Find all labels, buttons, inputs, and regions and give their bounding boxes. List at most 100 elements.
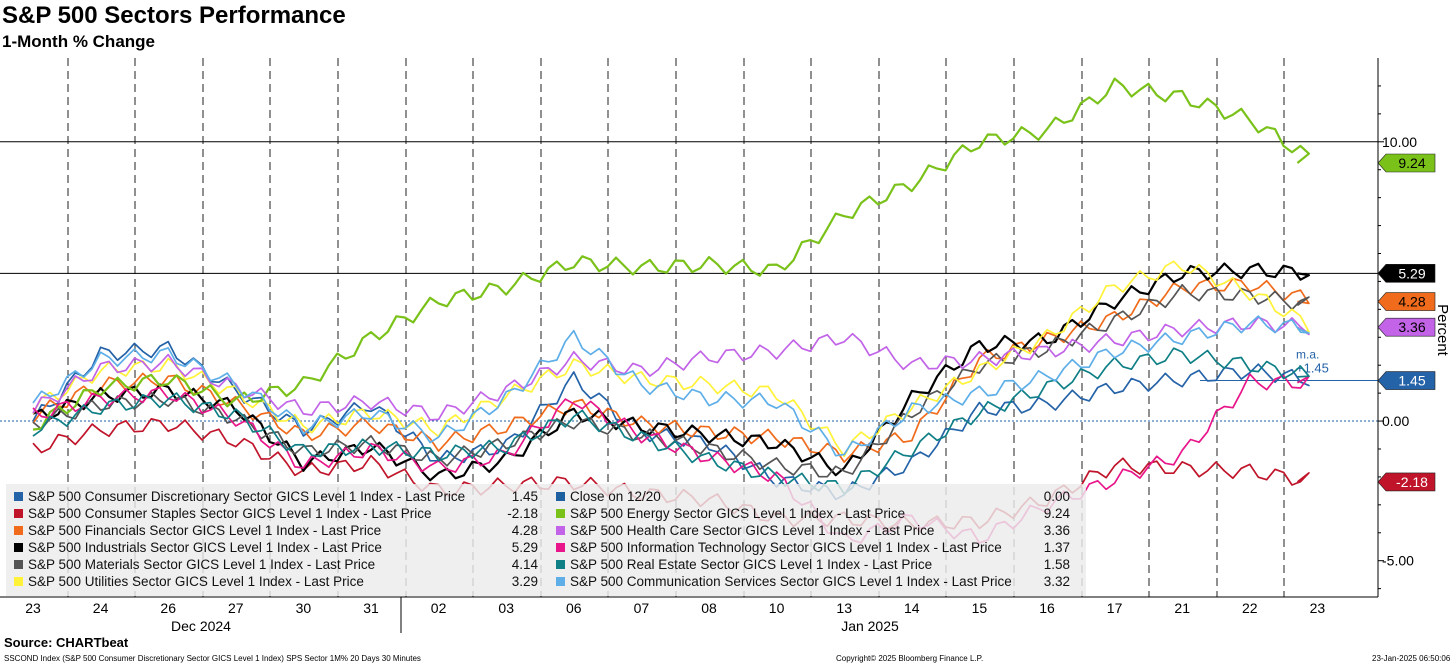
x-tick-label: 02 [431, 600, 447, 616]
x-tick-label: 16 [1039, 600, 1055, 616]
legend-swatch [556, 492, 565, 501]
x-tick-label: 30 [296, 600, 312, 616]
y-tick-label: 0.00 [1382, 413, 1409, 429]
legend-label: S&P 500 Utilities Sector GICS Level 1 In… [28, 574, 364, 589]
legend-label: S&P 500 Consumer Staples Sector GICS Lev… [28, 506, 432, 521]
legend-swatch [14, 492, 23, 501]
right-value-badge [1377, 472, 1436, 492]
right-value-badge [1377, 317, 1436, 337]
x-tick-label: 08 [701, 600, 717, 616]
x-tick-label: 21 [1174, 600, 1190, 616]
legend-label: S&P 500 Financials Sector GICS Level 1 I… [28, 523, 382, 538]
series-line [32, 262, 1310, 482]
chart-subtitle: 1-Month % Change [2, 32, 155, 51]
y-tick-label: -5.00 [1382, 553, 1414, 569]
y-axis-label: Percent [1434, 304, 1451, 357]
legend-swatch [556, 560, 565, 569]
footer-source: Source: CHARTbeat [4, 635, 129, 650]
legend-item: S&P 500 Consumer Discretionary Sector GI… [14, 488, 544, 505]
legend-item: S&P 500 Consumer Staples Sector GICS Lev… [14, 505, 544, 522]
axes: 10.00 0.00 -5.00 Percent 23 24 26 27 30 31 02 03 06 0… [0, 58, 1451, 634]
legend-label: S&P 500 Health Care Sector GICS Level 1 … [570, 523, 935, 538]
legend-item: S&P 500 Materials Sector GICS Level 1 In… [14, 556, 544, 573]
footer-copyright: Copyright© 2025 Bloomberg Finance L.P. [836, 654, 984, 663]
legend-value: 1.45 [511, 489, 538, 504]
x-tick-label: 27 [228, 600, 244, 616]
right-value-label: 1.45 [1398, 373, 1425, 389]
legend-value: 3.36 [1043, 523, 1070, 538]
legend-value: 0.00 [1043, 489, 1070, 504]
right-value-label: 3.36 [1398, 319, 1425, 335]
right-value-labels: 9.24 5.29 4.28 3.36 1.45 -2.18 [1377, 153, 1436, 492]
legend-label: S&P 500 Real Estate Sector GICS Level 1 … [570, 557, 933, 572]
right-value-label: -2.18 [1396, 474, 1428, 490]
legend-label: S&P 500 Information Technology Sector GI… [570, 540, 1002, 555]
footer-timestamp: 23-Jan-2025 06:50:06 [1372, 654, 1451, 663]
moving-average-value: +1.45 [1296, 361, 1329, 376]
legend-swatch [14, 577, 23, 586]
chart-title: S&P 500 Sectors Performance [2, 2, 346, 29]
legend-swatch [556, 526, 565, 535]
x-tick-label: 10 [769, 600, 785, 616]
x-tick-label: 24 [93, 600, 109, 616]
legend-label: S&P 500 Communication Services Sector GI… [570, 574, 1012, 589]
legend-value: 4.14 [511, 557, 538, 572]
legend-value: 4.28 [511, 523, 538, 538]
legend-item: S&P 500 Health Care Sector GICS Level 1 … [556, 522, 1076, 539]
reference-lines: m.a.+1.45 [0, 141, 1378, 422]
x-tick-label: 14 [904, 600, 920, 616]
legend-item: S&P 500 Information Technology Sector GI… [556, 539, 1076, 556]
x-tick-label: 31 [363, 600, 379, 616]
x-tick-label: 23 [25, 600, 41, 616]
legend-swatch [14, 543, 23, 552]
footer-series-info: SSCOND Index (S&P 500 Consumer Discretio… [4, 654, 421, 663]
legend-label: S&P 500 Consumer Discretionary Sector GI… [28, 489, 466, 504]
legend-item: Close on 12/20 0.00 [556, 488, 1076, 505]
legend-value: 5.29 [511, 540, 538, 555]
x-tick-label: 13 [836, 600, 852, 616]
x-tick-label: 07 [634, 600, 650, 616]
legend-swatch [14, 509, 23, 518]
series-line [32, 315, 1310, 457]
legend-item: S&P 500 Real Estate Sector GICS Level 1 … [556, 556, 1076, 573]
x-tick-label: 17 [1107, 600, 1123, 616]
right-value-badge [1377, 292, 1436, 311]
right-value-label: 5.29 [1398, 265, 1425, 281]
x-tick-label: 06 [566, 600, 582, 616]
legend-label: Close on 12/20 [570, 489, 661, 504]
x-tick-label: 15 [972, 600, 988, 616]
legend-swatch [556, 577, 565, 586]
month-label: Jan 2025 [841, 618, 899, 634]
series-line [32, 260, 1310, 458]
legend-swatch [14, 526, 23, 535]
legend-value: 9.24 [1043, 506, 1070, 521]
x-tick-label: 26 [160, 600, 176, 616]
legend-item: S&P 500 Financials Sector GICS Level 1 I… [14, 522, 544, 539]
legend-label: S&P 500 Materials Sector GICS Level 1 In… [28, 557, 376, 572]
legend-item: S&P 500 Communication Services Sector GI… [556, 573, 1076, 590]
legend-value: 1.37 [1043, 540, 1070, 555]
right-value-badge [1377, 153, 1436, 173]
legend: S&P 500 Consumer Discretionary Sector GI… [6, 484, 1086, 596]
legend-value: 3.32 [1043, 574, 1070, 589]
series-line [32, 277, 1310, 463]
legend-value: 3.29 [511, 574, 538, 589]
month-label: Dec 2024 [171, 618, 231, 634]
legend-swatch [14, 560, 23, 569]
legend-value: 1.58 [1043, 557, 1070, 572]
legend-item: S&P 500 Utilities Sector GICS Level 1 In… [14, 573, 544, 590]
series-lines [32, 77, 1310, 544]
x-tick-label: 03 [498, 600, 514, 616]
legend-swatch [556, 509, 565, 518]
moving-average-label: m.a. [1296, 348, 1319, 362]
x-tick-label: 22 [1242, 600, 1258, 616]
series-line [32, 340, 1310, 501]
legend-label: S&P 500 Industrials Sector GICS Level 1 … [28, 540, 382, 555]
right-value-label: 9.24 [1398, 155, 1425, 171]
legend-swatch [556, 543, 565, 552]
right-value-label: 4.28 [1398, 294, 1425, 310]
legend-value: -2.18 [507, 506, 538, 521]
x-tick-label: 23 [1310, 600, 1326, 616]
series-line [32, 347, 1310, 495]
legend-item: S&P 500 Industrials Sector GICS Level 1 … [14, 539, 544, 556]
